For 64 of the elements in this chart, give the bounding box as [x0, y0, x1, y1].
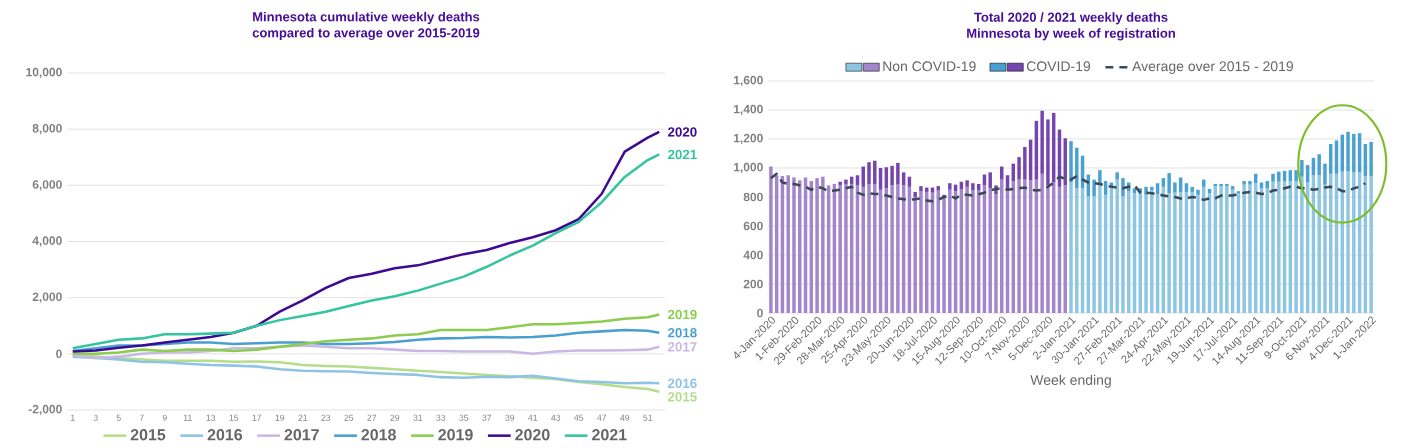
- x-tick-label: 25: [344, 414, 354, 422]
- legend-label: Average over 2015 - 2019: [1132, 61, 1293, 75]
- y-tick-label: 8,000: [32, 124, 62, 135]
- text: 2015: [667, 392, 697, 402]
- x-tick-label: 5: [116, 414, 121, 421]
- legend-label: Non COVID-19: [883, 61, 976, 72]
- x-tick-label: 1: [71, 414, 75, 421]
- x-tick-label: 7: [139, 414, 144, 421]
- legend-label: 2021: [592, 429, 627, 441]
- x-tick-label: 37: [482, 414, 492, 422]
- y-tick-label: 1,000: [734, 163, 763, 174]
- x-tick-label: 23: [321, 414, 331, 422]
- chart-title: Total 2020 / 2021 weekly deaths: [974, 12, 1168, 25]
- y-tick-label: 1,400: [734, 105, 763, 116]
- y-tick-label: 1,200: [734, 134, 763, 145]
- x-axis-title: Week ending: [1030, 374, 1111, 388]
- x-tick-label: 29: [390, 414, 400, 422]
- y-tick-label: 4,000: [32, 236, 62, 247]
- y-tick-label: 2,000: [32, 292, 62, 303]
- y-tick-label: 800: [743, 192, 763, 202]
- text: 2021: [667, 149, 697, 160]
- x-tick-label: 13: [206, 414, 216, 422]
- y-tick-label: 0: [56, 349, 62, 359]
- legend-label: 2016: [207, 429, 243, 441]
- x-tick-label: 49: [620, 414, 630, 422]
- x-tick-label: 11: [183, 414, 192, 421]
- text: 2018: [667, 328, 697, 338]
- legend-label: 2015: [130, 429, 166, 441]
- x-tick-label: 9: [162, 414, 167, 422]
- y-tick-label: 6,000: [32, 180, 62, 191]
- x-tick-label: 35: [459, 414, 469, 422]
- x-tick-label: 51: [643, 414, 653, 421]
- x-tick-label: 3: [93, 414, 98, 422]
- x-tick-label: 39: [505, 414, 515, 422]
- x-tick-label: 27: [367, 414, 377, 421]
- chart-subtitle: Minnesota by week of registration: [967, 28, 1175, 41]
- x-tick-label: 33: [436, 414, 446, 422]
- x-tick-label: 43: [551, 414, 561, 422]
- chart-subtitle: compared to average over 2015-2019: [252, 28, 480, 41]
- y-tick-label: 1,600: [734, 76, 763, 87]
- text: 2017: [667, 342, 697, 352]
- y-tick-label: 10,000: [26, 68, 62, 79]
- x-tick-label: 15: [229, 414, 239, 421]
- x-tick-label: 31: [413, 414, 423, 422]
- x-tick-label: 47: [597, 414, 607, 421]
- y-tick-label: 0: [757, 308, 763, 318]
- legend-label: COVID-19: [1026, 61, 1091, 72]
- x-tick-label: 19: [275, 414, 285, 422]
- x-tick-label: 41: [528, 414, 538, 421]
- text: 2019: [667, 310, 697, 320]
- legend-label: 2017: [284, 429, 319, 441]
- y-tick-label: 200: [743, 279, 763, 289]
- legend-label: 2019: [438, 429, 473, 441]
- chart-title: Minnesota cumulative weekly deaths: [253, 12, 480, 25]
- y-tick-label: 400: [743, 250, 763, 260]
- y-tick-label: -2,000: [28, 405, 62, 416]
- text: 2020: [667, 127, 697, 137]
- y-tick-label: 600: [743, 221, 763, 231]
- legend-label: 2018: [361, 429, 396, 441]
- x-tick-label: 17: [252, 414, 262, 421]
- x-tick-label: 21: [298, 414, 308, 421]
- x-tick-label: 45: [574, 414, 584, 421]
- legend-label: 2020: [515, 429, 550, 441]
- text: 2016: [667, 378, 697, 389]
